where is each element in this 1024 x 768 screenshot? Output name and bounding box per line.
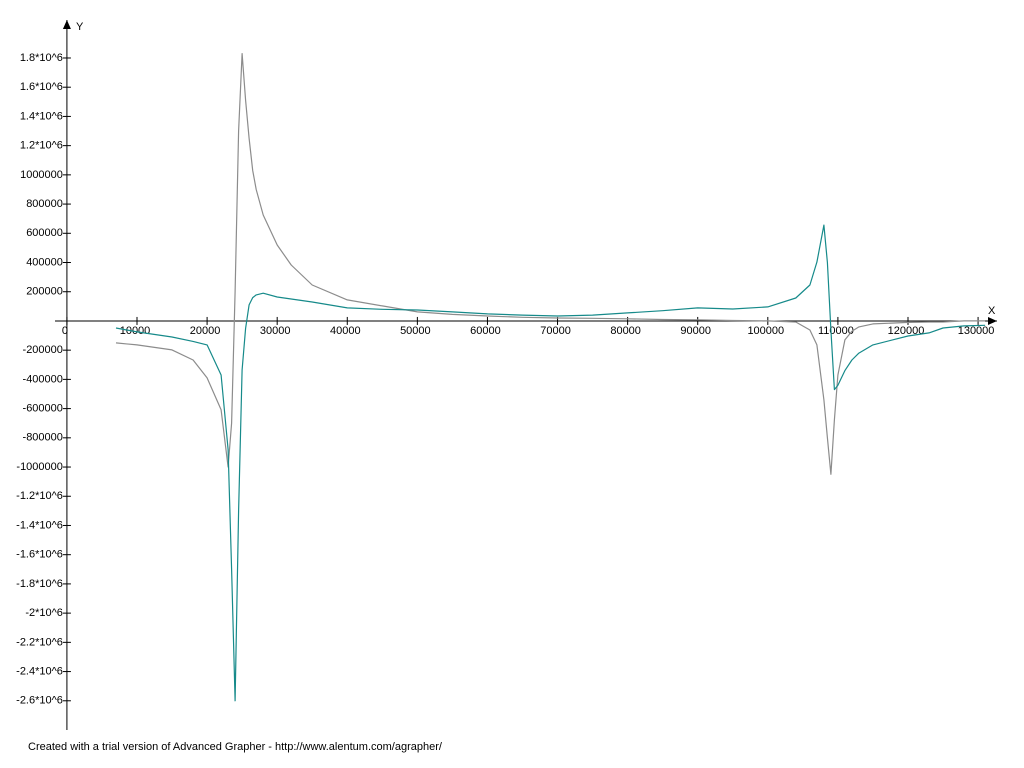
footer: Created with a trial version of Advanced… <box>28 741 443 753</box>
x-tick-label: 120000 <box>888 325 925 337</box>
y-tick-label: -1.8*10^6 <box>16 578 63 590</box>
x-tick-label: 110000 <box>818 325 854 337</box>
y-tick-label: -2.4*10^6 <box>16 665 63 677</box>
y-tick-label: -600000 <box>23 403 63 415</box>
y-tick-label: 1.8*10^6 <box>20 52 63 64</box>
x-tick-label: 40000 <box>330 325 361 337</box>
y-tick-label: -1.6*10^6 <box>16 549 63 561</box>
y-tick-label: 1000000 <box>20 169 63 181</box>
y-axis-label: Y <box>76 21 84 33</box>
y-tick-label: -200000 <box>23 344 63 356</box>
x-tick-label: 90000 <box>680 325 711 337</box>
y-tick-label: 400000 <box>26 256 63 268</box>
x-tick-label: 0 <box>62 325 68 337</box>
y-tick-label: -800000 <box>23 432 63 444</box>
y-tick-label: -1000000 <box>16 461 63 473</box>
x-tick-label: 50000 <box>400 325 431 337</box>
y-tick-label: -2.2*10^6 <box>16 636 63 648</box>
y-axis-arrow <box>62 20 71 29</box>
y-tick-label: -1.2*10^6 <box>16 490 63 502</box>
y-tick-label: -400000 <box>23 373 63 385</box>
x-axis-label: X <box>988 305 996 317</box>
y-tick-label: -2.6*10^6 <box>16 695 63 707</box>
y-tick-label: -2*10^6 <box>25 607 63 619</box>
y-tick-label: 600000 <box>26 227 63 239</box>
y-tick-label: 1.6*10^6 <box>20 81 63 93</box>
x-tick-label: 100000 <box>747 325 784 337</box>
x-tick-label: 20000 <box>190 325 221 337</box>
y-tick-label: 200000 <box>26 286 63 298</box>
x-tick-label: 80000 <box>610 325 641 337</box>
x-tick-label: 60000 <box>470 325 501 337</box>
series-line <box>115 224 986 702</box>
y-tick-label: 1.4*10^6 <box>20 110 63 122</box>
x-tick-label: 10000 <box>120 325 151 337</box>
x-tick-label: 130000 <box>958 325 995 337</box>
x-tick-label: 30000 <box>260 325 291 337</box>
y-tick-label: 800000 <box>26 198 63 210</box>
x-axis-arrow <box>988 316 997 325</box>
y-tick-label: -1.4*10^6 <box>16 519 63 531</box>
x-tick-label: 70000 <box>540 325 571 337</box>
y-tick-label: 1.2*10^6 <box>20 140 63 152</box>
series-line <box>115 53 986 475</box>
